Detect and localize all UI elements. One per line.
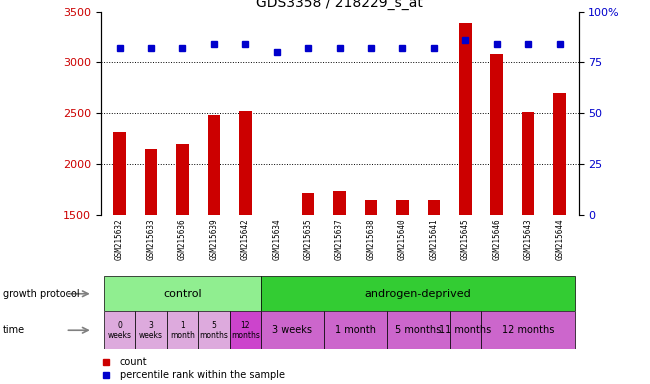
Bar — [167, 311, 198, 349]
Text: GSM215636: GSM215636 — [178, 218, 187, 260]
Bar — [229, 311, 261, 349]
Text: time: time — [3, 325, 25, 335]
Text: GSM215640: GSM215640 — [398, 218, 407, 260]
Bar — [333, 190, 346, 215]
Bar — [261, 311, 324, 349]
Bar — [365, 200, 378, 215]
Bar — [553, 93, 566, 215]
Bar — [450, 311, 481, 349]
Bar — [522, 112, 534, 215]
Bar — [324, 311, 387, 349]
Text: GSM215635: GSM215635 — [304, 218, 313, 260]
Text: 12
months: 12 months — [231, 321, 260, 340]
Text: GSM215633: GSM215633 — [146, 218, 155, 260]
Bar — [104, 311, 135, 349]
Text: 1
month: 1 month — [170, 321, 195, 340]
Bar — [145, 149, 157, 215]
Text: GSM215642: GSM215642 — [241, 218, 250, 260]
Bar — [135, 311, 167, 349]
Bar — [428, 200, 440, 215]
Bar — [270, 215, 283, 216]
Text: 3 weeks: 3 weeks — [272, 325, 313, 335]
Text: GSM215639: GSM215639 — [209, 218, 218, 260]
Bar — [459, 23, 472, 215]
Bar — [198, 311, 229, 349]
Bar — [104, 276, 261, 311]
Text: 12 months: 12 months — [502, 325, 554, 335]
Bar — [396, 200, 409, 215]
Text: GSM215645: GSM215645 — [461, 218, 470, 260]
Text: androgen-deprived: androgen-deprived — [365, 289, 472, 299]
Bar — [207, 115, 220, 215]
Bar — [176, 144, 188, 215]
Bar — [302, 193, 315, 215]
Text: 5
months: 5 months — [200, 321, 228, 340]
Text: percentile rank within the sample: percentile rank within the sample — [120, 370, 285, 381]
Bar — [113, 132, 126, 215]
Text: 11 months: 11 months — [439, 325, 491, 335]
Text: GSM215646: GSM215646 — [492, 218, 501, 260]
Bar — [239, 111, 252, 215]
Text: GSM215643: GSM215643 — [524, 218, 533, 260]
Text: count: count — [120, 356, 148, 367]
Text: 1 month: 1 month — [335, 325, 376, 335]
Bar — [261, 276, 575, 311]
Bar — [491, 54, 503, 215]
Text: GSM215644: GSM215644 — [555, 218, 564, 260]
Bar — [481, 311, 575, 349]
Text: GSM215641: GSM215641 — [430, 218, 438, 260]
Text: GSM215632: GSM215632 — [115, 218, 124, 260]
Text: control: control — [163, 289, 202, 299]
Text: 3
weeks: 3 weeks — [139, 321, 163, 340]
Text: GSM215634: GSM215634 — [272, 218, 281, 260]
Text: GSM215638: GSM215638 — [367, 218, 376, 260]
Title: GDS3358 / 218229_s_at: GDS3358 / 218229_s_at — [256, 0, 423, 10]
Text: 5 months: 5 months — [395, 325, 441, 335]
Text: 0
weeks: 0 weeks — [108, 321, 131, 340]
Text: GSM215637: GSM215637 — [335, 218, 344, 260]
Bar — [387, 311, 450, 349]
Text: growth protocol: growth protocol — [3, 289, 80, 299]
